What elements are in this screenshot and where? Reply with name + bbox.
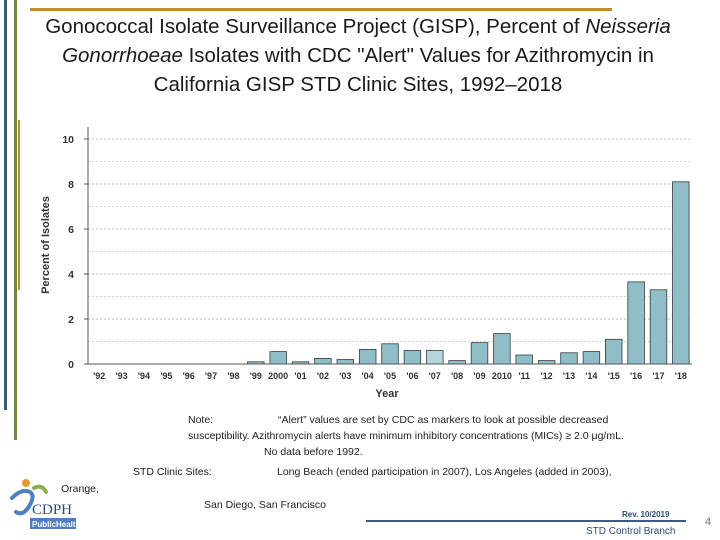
bar [426,350,444,365]
x-tick-label: '07 [429,371,441,381]
x-tick-label: '96 [183,371,195,381]
bar [403,350,422,365]
x-tick-label: '95 [160,371,172,381]
y-tick-label: 4 [68,269,74,281]
y-tick-label: 8 [68,179,74,191]
logo-text-cdph: CDPH [32,502,72,518]
note-label: Note: [188,414,214,426]
x-tick-label: '01 [294,371,306,381]
x-tick-label: '16 [630,371,642,381]
x-tick-label: '17 [652,371,664,381]
x-tick-label: '08 [451,371,463,381]
x-tick-label: '92 [93,371,105,381]
bar [582,351,601,365]
bar [269,351,287,365]
y-axis-label: Percent of Isolates [40,196,52,294]
title-rule [30,8,612,11]
cdph-logo: CDPH PublicHealth [6,476,82,534]
x-tick-label: '99 [250,371,262,381]
sites-orange: Orange, [61,483,99,495]
bar [515,354,533,365]
x-tick-label: 2010 [492,371,512,381]
left-accent-bar-green [14,0,17,440]
x-tick-label: '18 [675,371,687,381]
title-part-2: Isolates with CDC "Alert" Values for Azi… [153,44,654,96]
footer-rev: Rev. 10/2019 [622,510,670,519]
logo-text-public-health: PublicHealth [32,520,81,529]
x-tick-label: '94 [138,371,150,381]
bar [493,333,511,365]
sites-label: STD Clinic Sites: [133,466,212,478]
bar [627,281,645,365]
title-italic: Neisseria Gonorrhoeae [62,15,671,67]
x-tick-label: '15 [608,371,620,381]
left-accent-bar-blue [4,0,7,410]
bar [314,357,332,365]
bar [649,289,668,365]
x-tick-label: '06 [406,371,418,381]
bar [537,360,556,365]
left-accent-bar-orange [18,120,20,290]
page-title: Gonococcal Isolate Surveillance Project … [22,12,694,99]
bar-layer [247,181,690,365]
bar [448,360,466,365]
x-tick-label: '02 [317,371,329,381]
x-tick-label: '11 [518,371,530,381]
x-axis-label: Year [375,388,399,400]
x-tick-label: '12 [541,371,553,381]
bar [672,181,690,365]
bar [560,352,578,365]
axis-layer: 0 2 4 6 8 10 '92 '93 '94 '95 '96 '97 '98 '99 2000 '01 '0… [62,127,692,381]
x-tick-label: '13 [563,371,575,381]
bar [381,343,399,365]
y-tick-label: 0 [68,359,74,371]
note-line-2: susceptibility. Azithromycin alerts have… [188,430,624,442]
x-tick-label: 2000 [268,371,288,381]
bar [470,342,489,365]
bar [336,359,355,365]
y-tick-label: 10 [62,134,74,146]
x-tick-label: '04 [362,371,374,381]
sites-line-1: Long Beach (ended participation in 2007)… [277,466,612,478]
x-tick-label: '09 [473,371,485,381]
title-part-1: Gonococcal Isolate Surveillance Project … [45,15,586,38]
x-tick-label: '98 [227,371,239,381]
y-tick-label: 6 [68,224,74,236]
footer-branch: STD Control Branch [586,526,676,537]
x-tick-label: '97 [205,371,217,381]
bar [358,348,377,365]
page-number: 4 [705,516,712,528]
sites-line-2: San Diego, San Francisco [204,499,326,511]
note-line-3: No data before 1992. [264,446,363,458]
y-tick-label: 2 [68,314,74,326]
note-line-1: “Alert” values are set by CDC as markers… [278,414,609,426]
x-tick-label: '03 [339,371,351,381]
bar [605,338,623,365]
x-tick-label: '05 [384,371,396,381]
x-tick-label: '14 [585,371,597,381]
grid-layer [88,138,692,342]
footer-rule [366,520,686,522]
x-tick-label: '93 [116,371,128,381]
